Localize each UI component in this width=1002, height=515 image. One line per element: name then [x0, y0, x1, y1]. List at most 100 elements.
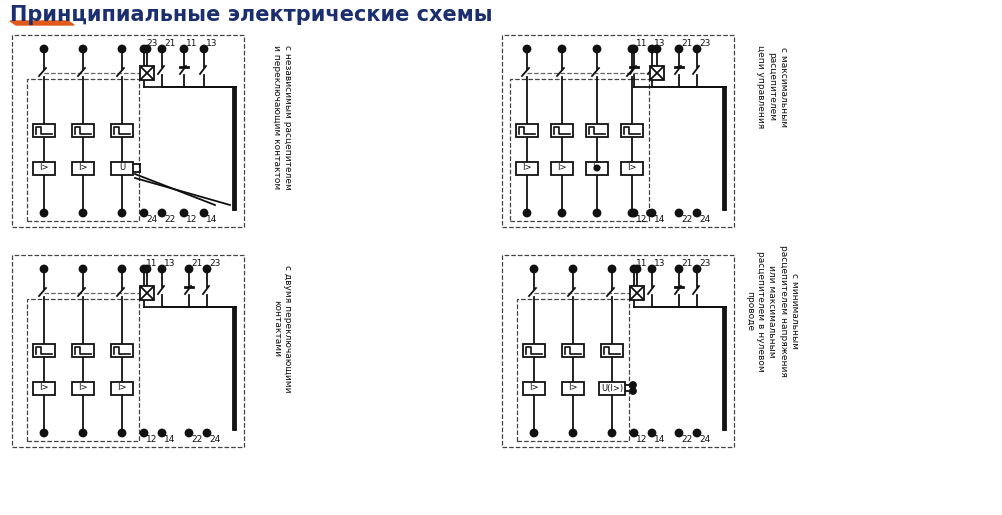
Text: 14: 14 [206, 215, 217, 224]
Text: I>: I> [39, 163, 49, 173]
Circle shape [185, 266, 192, 272]
Text: 13: 13 [654, 39, 665, 48]
Bar [72, 124, 94, 136]
Circle shape [140, 430, 147, 437]
Circle shape [79, 210, 86, 216]
Circle shape [675, 266, 682, 272]
Text: Принципиальные электрические схемы: Принципиальные электрические схемы [10, 5, 493, 25]
Circle shape [593, 164, 600, 171]
Circle shape [158, 430, 165, 437]
Bar [517, 299, 629, 441]
Circle shape [675, 430, 682, 437]
Text: I>: I> [568, 384, 578, 392]
Text: 21: 21 [681, 39, 692, 48]
Polygon shape [10, 21, 74, 25]
Text: I>: I> [78, 163, 88, 173]
Text: 23: 23 [209, 259, 220, 268]
Bar [140, 66, 154, 80]
Circle shape [608, 430, 615, 437]
Text: I>: I> [592, 163, 602, 173]
Bar [621, 124, 643, 136]
Text: I>: I> [557, 163, 567, 173]
Text: 14: 14 [654, 215, 665, 224]
Circle shape [200, 210, 207, 216]
Bar [516, 124, 538, 136]
Bar [72, 344, 94, 356]
Circle shape [143, 45, 150, 53]
Bar [140, 286, 154, 300]
Text: U: U [119, 163, 125, 173]
Text: 24: 24 [699, 435, 710, 444]
Circle shape [648, 210, 655, 216]
Text: 12: 12 [146, 435, 157, 444]
Circle shape [628, 210, 635, 216]
Circle shape [79, 430, 86, 437]
Circle shape [648, 266, 655, 272]
Text: U(I>): U(I>) [601, 384, 623, 392]
Circle shape [523, 210, 530, 216]
Circle shape [180, 210, 187, 216]
Text: 11: 11 [636, 39, 647, 48]
Text: I>: I> [529, 384, 539, 392]
Circle shape [180, 45, 187, 53]
Text: I>: I> [117, 384, 126, 392]
Bar [551, 124, 573, 136]
Bar [601, 344, 623, 356]
Circle shape [40, 430, 47, 437]
Bar [111, 382, 133, 394]
Circle shape [648, 45, 655, 53]
Text: 22: 22 [164, 215, 175, 224]
Bar [586, 124, 608, 136]
Circle shape [628, 45, 635, 53]
Circle shape [558, 45, 565, 53]
Bar [72, 382, 94, 394]
Circle shape [693, 45, 700, 53]
Circle shape [143, 266, 150, 272]
Circle shape [158, 210, 165, 216]
Text: I>: I> [627, 163, 636, 173]
Circle shape [79, 266, 86, 272]
Bar [72, 162, 94, 175]
Circle shape [140, 266, 147, 272]
Circle shape [523, 45, 530, 53]
Circle shape [630, 430, 637, 437]
Circle shape [675, 45, 682, 53]
Text: 24: 24 [699, 215, 710, 224]
Bar [33, 382, 55, 394]
Bar [510, 79, 649, 221]
Bar [630, 286, 644, 300]
Bar [599, 382, 625, 394]
Bar [27, 299, 139, 441]
Text: 23: 23 [699, 259, 710, 268]
Circle shape [630, 388, 636, 394]
Circle shape [40, 266, 47, 272]
Text: 23: 23 [699, 39, 710, 48]
Bar [33, 162, 55, 175]
Text: с независимым расцепителем
и переключающим контактом: с независимым расцепителем и переключающ… [272, 45, 292, 190]
Circle shape [158, 266, 165, 272]
Bar [12, 35, 244, 227]
Bar [111, 162, 133, 175]
Text: 24: 24 [146, 215, 157, 224]
Text: с максимальным
расцепителем
цепи управления: с максимальным расцепителем цепи управле… [757, 45, 788, 128]
Bar [502, 255, 734, 447]
Circle shape [693, 266, 700, 272]
Text: 11: 11 [146, 259, 157, 268]
Circle shape [203, 266, 210, 272]
Text: 12: 12 [636, 435, 647, 444]
Circle shape [158, 45, 165, 53]
Text: 11: 11 [186, 39, 197, 48]
Circle shape [648, 430, 655, 437]
Circle shape [653, 45, 660, 53]
Text: 22: 22 [191, 435, 202, 444]
Circle shape [630, 382, 636, 388]
Circle shape [569, 266, 576, 272]
Bar [111, 344, 133, 356]
Text: I>: I> [78, 384, 88, 392]
Circle shape [118, 266, 125, 272]
Circle shape [630, 266, 637, 272]
Text: 22: 22 [681, 435, 692, 444]
Text: 21: 21 [164, 39, 175, 48]
Bar [621, 162, 643, 175]
Text: 24: 24 [209, 435, 220, 444]
